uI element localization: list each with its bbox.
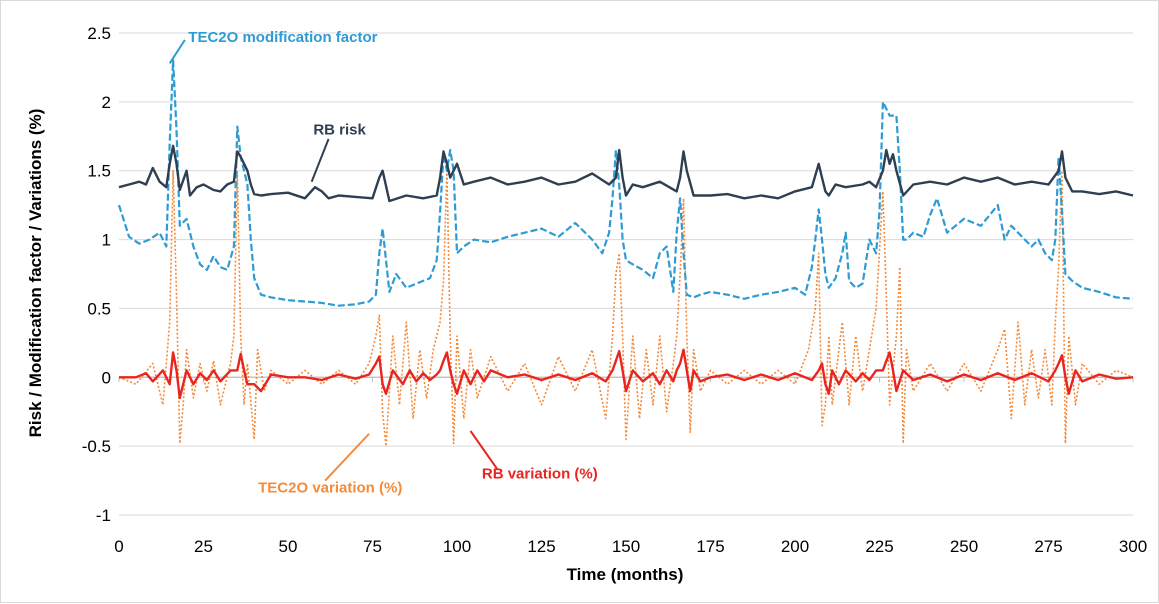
- y-tick-label: 2: [102, 93, 111, 112]
- x-tick-label: 250: [950, 537, 978, 556]
- callout-line: [310, 138, 330, 183]
- series-label: RB risk: [313, 121, 366, 138]
- x-tick-label: 275: [1034, 537, 1062, 556]
- x-axis-title: Time (months): [567, 565, 684, 584]
- y-tick-label: 1.5: [87, 162, 111, 181]
- x-tick-label: 100: [443, 537, 471, 556]
- series-lines: [117, 59, 1134, 447]
- callout-line: [469, 430, 499, 471]
- series-line-4: [119, 348, 1134, 400]
- callout-line: [324, 433, 370, 482]
- x-tick-label: 175: [696, 537, 724, 556]
- series-label: TEC2O variation (%): [258, 479, 402, 496]
- x-tick-label: 75: [363, 537, 382, 556]
- series-label: TEC2O modification factor: [188, 29, 377, 46]
- x-tick-label: 150: [612, 537, 640, 556]
- series-line-1: [117, 59, 1134, 307]
- x-tick-label: 0: [114, 537, 123, 556]
- y-tick-label: -0.5: [82, 437, 111, 456]
- x-tick-label: 225: [865, 537, 893, 556]
- y-tick-label: 1: [102, 231, 111, 250]
- grid-lines: [119, 32, 1133, 516]
- callout-line: [168, 39, 186, 64]
- y-tick-label: -1: [96, 506, 111, 525]
- y-tick-label: 2.5: [87, 24, 111, 43]
- series-label: RB variation (%): [482, 466, 598, 483]
- x-tick-label: 50: [279, 537, 298, 556]
- x-tick-label: 125: [527, 537, 555, 556]
- x-tick-label: 200: [781, 537, 809, 556]
- x-tick-label: 300: [1119, 537, 1147, 556]
- y-tick-label: 0.5: [87, 299, 111, 318]
- series-line-2: [118, 144, 1134, 203]
- x-tick-label: 25: [194, 537, 213, 556]
- y-tick-label: 0: [102, 368, 111, 387]
- series-line-3: [118, 169, 1134, 447]
- tick-labels: -1 -0.5 0 0.5 1 1.5 2 2.5 0 25 50 75 100 125 150 175 200…: [82, 24, 1147, 556]
- series-callouts: TEC2O modification factor RB risk TEC2O va…: [168, 29, 598, 496]
- y-axis-title: Risk / Modification factor / Variations …: [26, 109, 45, 438]
